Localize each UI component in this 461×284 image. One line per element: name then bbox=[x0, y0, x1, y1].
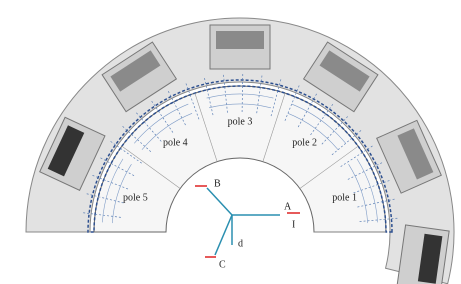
pole-label: pole 1 bbox=[332, 192, 357, 203]
d-axis-label: d bbox=[238, 238, 243, 249]
current-label: I bbox=[292, 219, 295, 230]
b-axis bbox=[207, 188, 232, 215]
pole-label: pole 3 bbox=[228, 116, 253, 127]
coil bbox=[210, 25, 270, 69]
coil bbox=[397, 225, 449, 284]
phase-c-label: C bbox=[219, 259, 226, 270]
phase-a-label: A bbox=[284, 201, 292, 212]
pole-label: pole 5 bbox=[123, 192, 148, 203]
c-axis bbox=[215, 215, 232, 255]
machine-diagram: pole 1 pole 2 pole 3 pole 4 pole 5 B A C d I bbox=[0, 0, 461, 284]
phase-b-label: B bbox=[214, 178, 221, 189]
winding bbox=[216, 31, 264, 49]
pole-label: pole 4 bbox=[163, 137, 188, 148]
phase-vectors: B A C d I bbox=[195, 178, 300, 270]
pole-label: pole 2 bbox=[292, 137, 317, 148]
